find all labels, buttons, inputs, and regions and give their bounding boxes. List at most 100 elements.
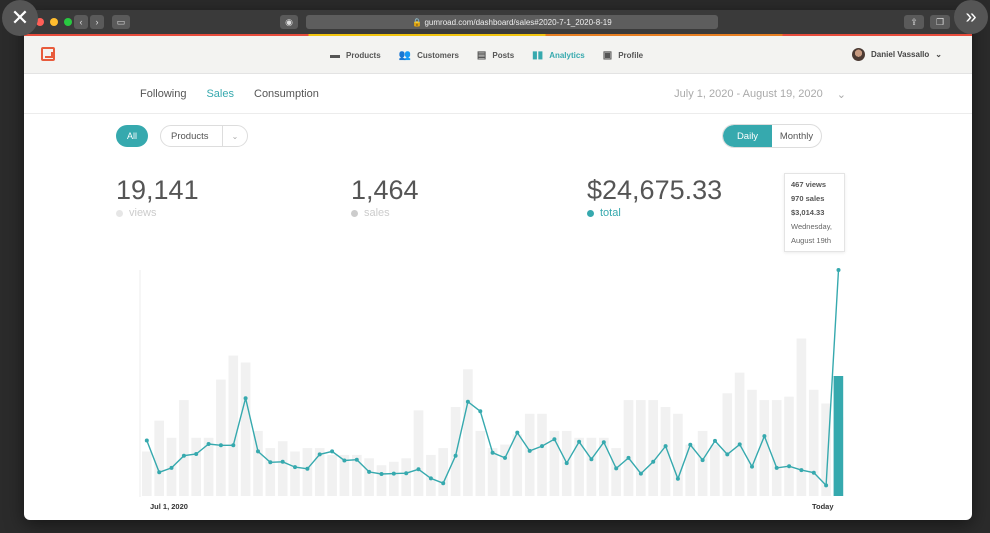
total-point[interactable] <box>305 466 310 471</box>
lock-icon: 🔒 <box>412 17 425 27</box>
views-bar <box>808 389 819 496</box>
total-point[interactable] <box>787 464 792 469</box>
sales-legend-dot <box>351 209 358 217</box>
x-start-label: Jul 1, 2020 <box>150 502 188 511</box>
total-point[interactable] <box>231 443 236 448</box>
privacy-icon[interactable]: ◉ <box>280 15 298 29</box>
total-point[interactable] <box>293 465 297 470</box>
tooltip-views: 467 views <box>791 180 827 189</box>
total-point[interactable] <box>750 464 754 469</box>
total-point[interactable] <box>675 476 680 481</box>
total-point[interactable] <box>478 409 483 414</box>
total-point[interactable] <box>713 438 717 443</box>
tab-sales[interactable]: Sales <box>206 88 234 100</box>
total-point[interactable] <box>169 465 174 470</box>
total-point[interactable] <box>280 459 285 464</box>
minimize-window-button[interactable] <box>50 18 58 26</box>
total-point[interactable] <box>836 268 841 272</box>
total-point[interactable] <box>465 399 470 404</box>
total-point[interactable] <box>218 443 223 448</box>
total-point[interactable] <box>490 450 495 455</box>
total-point[interactable] <box>700 458 705 463</box>
close-window-button[interactable] <box>36 18 44 26</box>
views-bar <box>228 355 239 496</box>
total-point[interactable] <box>737 442 742 447</box>
total-point[interactable] <box>268 460 273 465</box>
nav-products[interactable]: ▬ Products <box>330 49 381 61</box>
date-range-picker[interactable]: July 1, 2020 - August 19, 2020 ⌄ <box>674 88 846 101</box>
total-point[interactable] <box>688 442 693 447</box>
total-point[interactable] <box>651 459 656 464</box>
total-legend-dot <box>587 209 594 217</box>
nav-posts[interactable]: ▤ Posts <box>476 49 515 61</box>
tabs-button[interactable]: ❐ <box>930 15 950 29</box>
total-point[interactable] <box>799 468 804 473</box>
stat-views: 19,141 views <box>116 175 199 219</box>
total-point[interactable] <box>663 444 668 449</box>
total-point[interactable] <box>552 437 557 442</box>
user-menu[interactable]: Daniel Vassallo ⌄ <box>852 48 942 61</box>
total-point[interactable] <box>540 444 544 449</box>
total-point[interactable] <box>157 470 162 475</box>
tab-following[interactable]: Following <box>140 88 187 100</box>
total-point[interactable] <box>354 457 359 462</box>
total-point[interactable] <box>206 442 211 446</box>
zoom-window-button[interactable] <box>64 18 72 26</box>
total-point[interactable] <box>194 452 199 456</box>
tab-consumption[interactable]: Consumption <box>254 88 319 100</box>
views-bar <box>191 437 201 496</box>
selected-day-bar[interactable] <box>833 376 844 496</box>
total-point[interactable] <box>317 452 322 457</box>
views-bar <box>771 400 782 496</box>
filter-all-button[interactable]: All <box>116 125 148 147</box>
total-point[interactable] <box>181 453 186 458</box>
total-point[interactable] <box>243 396 248 401</box>
sidebar-toggle-button[interactable]: ▭ <box>112 15 130 29</box>
total-point[interactable] <box>527 448 532 453</box>
total-point[interactable] <box>577 439 582 444</box>
total-point[interactable] <box>614 466 619 471</box>
total-point[interactable] <box>416 467 421 472</box>
total-point[interactable] <box>601 440 606 445</box>
total-point[interactable] <box>428 476 433 481</box>
gumroad-logo[interactable] <box>41 47 55 61</box>
total-point[interactable] <box>379 472 384 476</box>
monthly-option[interactable]: Monthly <box>779 130 814 142</box>
forward-button[interactable]: › <box>90 15 104 29</box>
total-point[interactable] <box>342 458 347 463</box>
views-bar <box>796 338 807 496</box>
products-select[interactable]: Products ⌄ <box>160 125 248 147</box>
total-point[interactable] <box>811 470 816 475</box>
back-button[interactable]: ‹ <box>74 15 88 29</box>
close-overlay-button[interactable]: ✕ <box>2 0 38 36</box>
total-point[interactable] <box>626 455 631 460</box>
total-point[interactable] <box>441 481 446 486</box>
total-point[interactable] <box>367 469 372 474</box>
nav-profile[interactable]: ▣ Profile <box>602 49 644 61</box>
total-point[interactable] <box>638 471 643 476</box>
total-point[interactable] <box>404 471 409 476</box>
total-point[interactable] <box>391 471 396 476</box>
total-point[interactable] <box>824 483 829 488</box>
total-point[interactable] <box>256 449 260 454</box>
views-bar <box>549 430 560 496</box>
nav-analytics[interactable]: ▮▮ Analytics <box>532 49 585 61</box>
nav-customers[interactable]: 👥 Customers <box>398 49 459 61</box>
next-overlay-button[interactable]: » <box>954 0 988 34</box>
total-point[interactable] <box>589 457 594 462</box>
views-bar <box>648 400 658 496</box>
share-button[interactable]: ⇪ <box>904 15 924 29</box>
total-point[interactable] <box>503 455 507 460</box>
views-bar <box>821 403 831 496</box>
app-nav: ▬ Products 👥 Customers ▤ Posts ▮▮ Analytics … <box>24 36 972 74</box>
total-point[interactable] <box>144 438 149 443</box>
total-point[interactable] <box>515 430 520 435</box>
total-point[interactable] <box>453 453 458 458</box>
address-bar[interactable]: 🔒 gumroad.com/dashboard/sales#2020-7-1_2… <box>306 15 718 29</box>
total-point[interactable] <box>564 461 569 466</box>
total-point[interactable] <box>725 452 730 457</box>
total-point[interactable] <box>330 449 335 454</box>
total-point[interactable] <box>762 434 767 439</box>
total-point[interactable] <box>774 465 779 470</box>
daily-option[interactable]: Daily <box>723 125 772 147</box>
